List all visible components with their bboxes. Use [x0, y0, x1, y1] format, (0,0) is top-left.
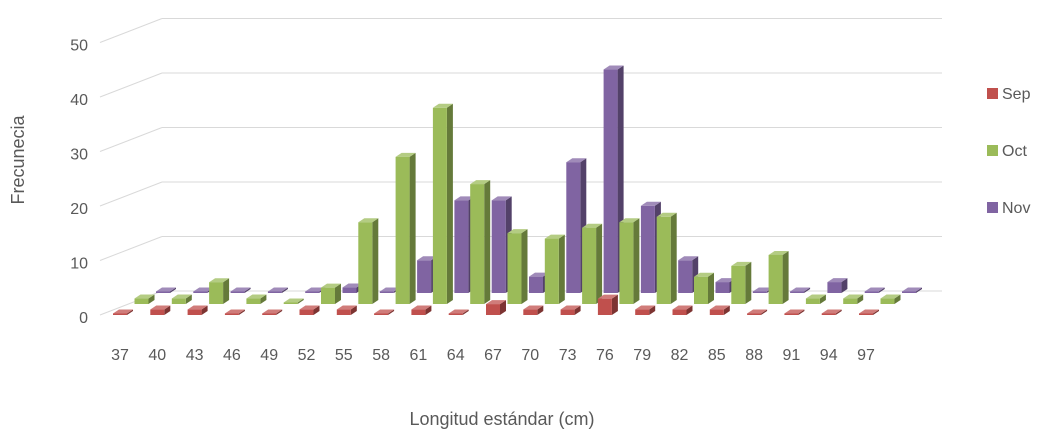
bar-sep — [709, 305, 730, 315]
bar-sep — [523, 305, 544, 315]
bar-oct — [395, 152, 416, 304]
bar-nov — [603, 65, 624, 293]
legend-item-nov: Nov — [987, 200, 1030, 217]
bar-nov — [827, 278, 848, 293]
x-tick-label: 37 — [111, 347, 129, 364]
x-tick-label: 73 — [559, 347, 577, 364]
y-tick-label: 30 — [70, 147, 88, 164]
bars — [113, 65, 922, 315]
legend-swatch — [987, 145, 998, 156]
x-tick-label: 82 — [671, 347, 689, 364]
bar-sep — [859, 309, 879, 315]
x-tick-label: 58 — [372, 347, 390, 364]
bar-oct — [544, 234, 565, 304]
bar-oct — [283, 298, 304, 304]
x-tick-label: 79 — [633, 347, 651, 364]
y-tick-label: 40 — [70, 92, 88, 109]
bar-oct — [134, 294, 155, 304]
bar-oct — [432, 103, 453, 304]
bar-sep — [448, 309, 469, 315]
y-tick-label: 50 — [70, 38, 88, 55]
legend-label: Oct — [1002, 143, 1027, 160]
gridline-diagonal — [99, 127, 163, 152]
bar-sep — [821, 309, 842, 315]
legend: Sep Oct Nov — [987, 86, 1031, 217]
x-tick-label: 40 — [148, 347, 166, 364]
bar-oct — [470, 180, 491, 304]
legend-swatch — [987, 88, 998, 99]
x-tick-label: 88 — [745, 347, 763, 364]
gridline-diagonal — [99, 236, 163, 261]
y-tick-label: 0 — [79, 310, 88, 327]
bar-sep — [299, 305, 320, 315]
x-tick-label: 67 — [484, 347, 502, 364]
bar-oct — [805, 294, 826, 304]
bar-sep — [672, 305, 693, 315]
bar-sep — [374, 309, 395, 315]
bar-oct — [768, 250, 789, 304]
bar-oct — [209, 278, 230, 304]
bar-nov — [156, 287, 176, 293]
bar-sep — [784, 309, 805, 315]
bar-sep — [597, 294, 618, 315]
y-axis-ticks: 0 10 20 30 40 50 — [70, 38, 88, 328]
gridline-diagonal — [99, 72, 163, 98]
bar-oct — [507, 229, 528, 304]
gridline-diagonal — [99, 181, 163, 207]
x-axis-ticks: 37 40 43 46 49 52 55 58 61 64 67 70 73 76 79 82 85 88 91 94… — [111, 347, 875, 364]
bar-oct — [694, 272, 714, 304]
bar-oct — [656, 212, 677, 304]
gridlines — [99, 18, 942, 316]
bar-oct — [582, 223, 603, 304]
x-tick-label: 52 — [298, 347, 316, 364]
x-tick-label: 43 — [186, 347, 204, 364]
bar-sep — [113, 309, 133, 315]
x-tick-label: 76 — [596, 347, 614, 364]
y-axis-title: Frecunecia — [8, 114, 28, 204]
y-tick-label: 10 — [70, 256, 88, 273]
x-tick-label: 61 — [410, 347, 428, 364]
gridline-diagonal — [99, 18, 163, 43]
bar-sep — [336, 305, 357, 315]
x-tick-label: 46 — [223, 347, 241, 364]
legend-swatch — [987, 202, 998, 213]
bar-sep — [635, 305, 656, 315]
x-tick-label: 70 — [521, 347, 539, 364]
x-tick-label: 85 — [708, 347, 726, 364]
bar-sep — [486, 300, 506, 315]
bar-oct — [880, 294, 901, 304]
x-tick-label: 64 — [447, 347, 465, 364]
bar-oct — [246, 294, 267, 304]
bar-oct — [731, 261, 752, 304]
bar-nov — [790, 287, 811, 293]
bar-sep — [224, 309, 245, 315]
bar-nov — [230, 287, 251, 293]
legend-item-sep: Sep — [987, 86, 1031, 103]
x-axis-title: Longitud estándar (cm) — [409, 409, 594, 429]
y-tick-label: 20 — [70, 201, 88, 218]
x-tick-label: 94 — [820, 347, 838, 364]
bar-sep — [187, 305, 208, 315]
x-tick-label: 91 — [783, 347, 801, 364]
bar-oct — [619, 218, 640, 304]
bar-sep — [560, 305, 581, 315]
bar-sep — [262, 309, 283, 315]
legend-label: Nov — [1002, 200, 1030, 217]
bar-sep — [150, 305, 171, 315]
x-tick-label: 49 — [260, 347, 278, 364]
bar-nov — [267, 287, 288, 293]
bar-oct — [358, 218, 379, 304]
bar-nov — [902, 287, 922, 293]
bar-oct — [321, 283, 341, 304]
bar-sep — [747, 309, 768, 315]
x-tick-label: 55 — [335, 347, 353, 364]
legend-label: Sep — [1002, 86, 1031, 103]
legend-item-oct: Oct — [987, 143, 1027, 160]
bar-sep — [411, 305, 432, 315]
bar-oct — [171, 294, 192, 304]
bar-nov — [864, 287, 885, 293]
x-tick-label: 97 — [857, 347, 875, 364]
bar-oct — [843, 294, 864, 304]
